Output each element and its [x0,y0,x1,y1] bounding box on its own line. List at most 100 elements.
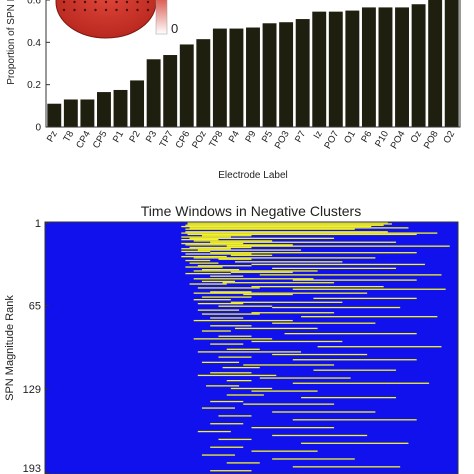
cluster-raster: Time Windows in Negative Clusters 1 65 129… [4,203,459,474]
cluster-segment [197,351,302,353]
cluster-segment [181,250,211,253]
bar-y-tick-label: 0.6 [27,0,41,7]
cluster-segment [197,430,231,433]
raster-y-ticks: 1 65 129 193 [23,218,49,474]
topomap-inset: 0 [55,0,178,39]
cluster-segment [292,419,417,421]
cluster-segment [301,316,438,318]
cluster-segment [210,325,252,327]
bar-x-tick-label: P2 [127,129,142,145]
cluster-segment [187,223,392,225]
cluster-segment [284,332,417,335]
cluster-segment [243,364,335,366]
bar-P7 [295,19,310,127]
cluster-segment [185,259,211,262]
bar-CP6 [179,44,194,128]
bar-y-tick-label: 0.2 [27,80,41,91]
cluster-segment [193,299,231,301]
bar-PO7 [328,11,343,128]
cluster-segment [201,361,240,364]
cluster-segment [189,246,252,249]
topomap-electrodes [62,0,150,12]
cluster-segment [210,241,397,243]
cluster-segment [243,293,293,296]
cluster-segment [234,327,318,330]
bar-Oz [411,4,426,127]
bar-y-tick-label: 0 [35,123,41,134]
cluster-segment [185,231,388,233]
bar-P5 [262,23,277,128]
cluster-segment [251,450,318,452]
topomap-electrode-dot [104,0,108,4]
bar-series [47,0,459,128]
cluster-segment [226,348,260,350]
bar-T8 [63,99,78,127]
cluster-segment [292,359,417,361]
cluster-segment [272,458,355,460]
cluster-segment [210,423,244,425]
bar-O2 [444,0,459,128]
cluster-segment [181,232,438,234]
bar-x-tick-label: O1 [342,129,358,145]
topomap-electrode-dot [83,0,87,4]
cluster-segment [210,291,252,293]
cluster-segment [201,407,235,409]
topomap-electrode-dot [94,0,97,4]
cluster-segment [259,274,442,276]
cluster-segment [226,245,450,247]
cluster-segment [251,285,384,288]
bar-y-gridlines: 0 0.2 0.4 0.6 [27,0,50,134]
bar-P2 [130,80,145,127]
raster-frame [44,221,459,474]
cluster-segment [301,442,409,444]
bar-x-tick-label: Oz [409,129,425,145]
bar-P9 [246,27,260,127]
bar-x-tick-label: TP8 [207,129,225,150]
cluster-segment [193,292,368,294]
bar-x-tick-label: TP7 [158,129,176,150]
cluster-segment [313,369,397,371]
cluster-segment [259,377,351,379]
topomap-electrode-dot [115,8,118,12]
bar-x-axis-label: Electrode Label [218,170,288,181]
cluster-segment [181,248,231,250]
bar-x-tick-label: CP6 [174,129,193,151]
cluster-segment [317,346,442,348]
topomap-electrode-dot [62,0,66,4]
cluster-segment [185,266,223,268]
cluster-segment [185,253,252,255]
cluster-segment [210,317,244,319]
cluster-segment [222,366,260,369]
cluster-segment [197,309,240,311]
bar-POz [196,39,211,127]
cluster-segment [193,278,314,280]
topomap-colorbar [155,0,168,35]
cluster-segment [222,282,335,284]
cluster-segment [218,356,252,358]
cluster-segment [210,400,244,403]
cluster-segment [218,415,252,417]
cluster-segment [197,287,260,289]
topomap-electrode-dot [146,0,150,4]
cluster-segment [193,270,318,272]
cluster-segment [251,426,335,429]
cluster-segment [181,225,372,228]
bar-PO4 [395,7,409,127]
cluster-segment [189,283,227,285]
cluster-segment [181,242,244,245]
cluster-segment [218,258,252,260]
cluster-segment [272,353,368,356]
topomap-electrode-dot [125,8,129,12]
cluster-segment [193,319,293,322]
bar-Pz [47,103,62,127]
cluster-segment [206,385,240,387]
bar-PO3 [279,22,294,127]
cluster-segment [292,466,401,468]
bar-x-tick-label: T8 [61,129,76,144]
cluster-segment [201,296,252,298]
cluster-segment [193,240,273,242]
bar-P3 [146,59,161,127]
cluster-segment [201,454,235,456]
